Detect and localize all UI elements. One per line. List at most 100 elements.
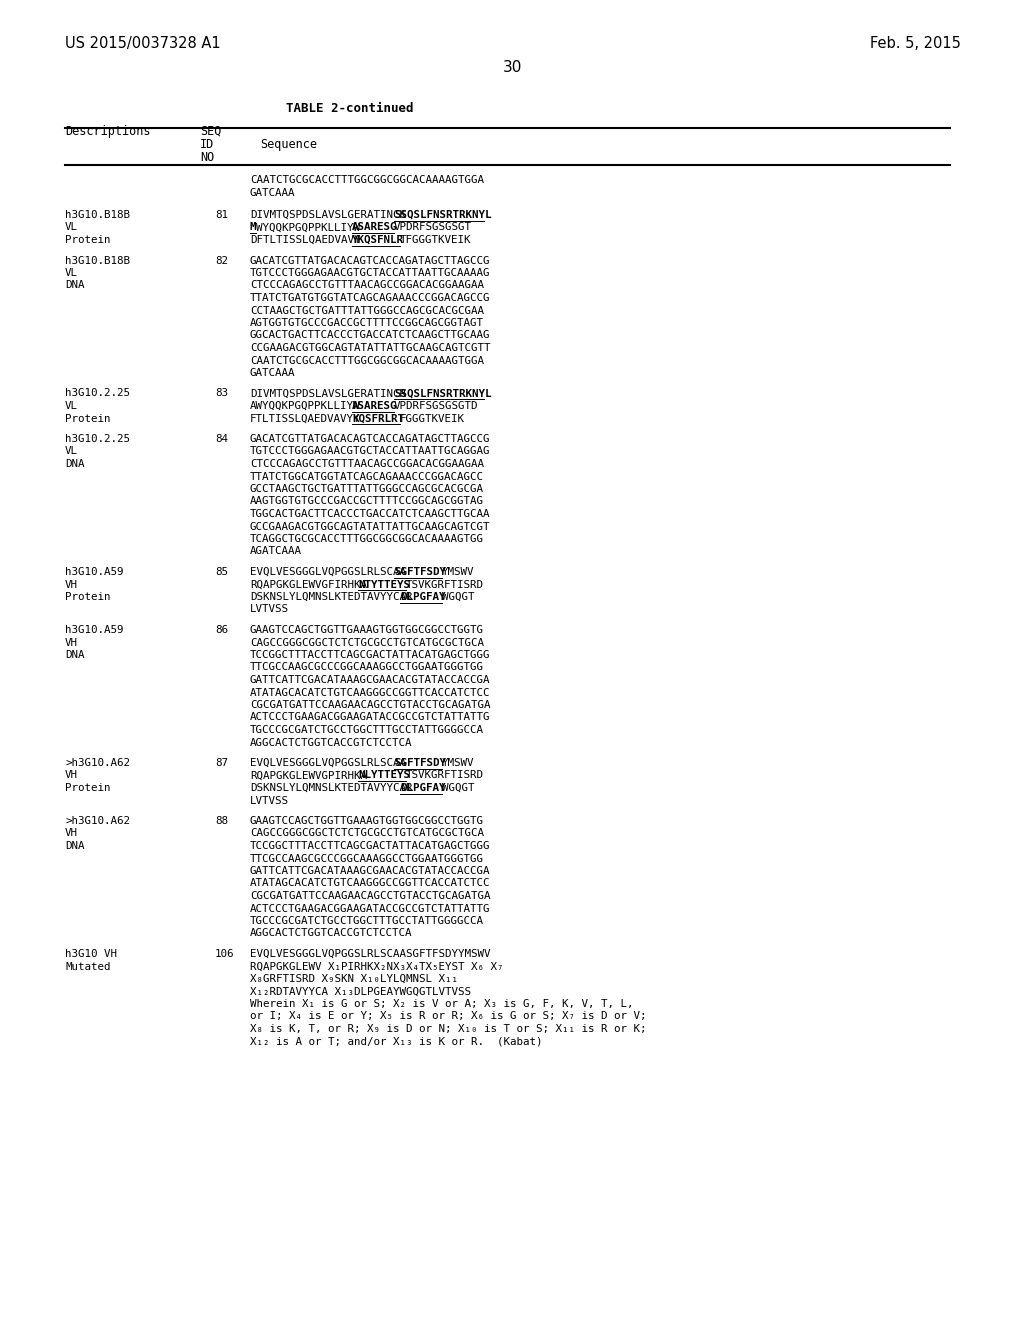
Text: VL: VL xyxy=(65,446,78,457)
Text: SSQSLFNSRTRKNYL: SSQSLFNSRTRKNYL xyxy=(394,210,492,220)
Text: SSQSLFNSRTRKNYL: SSQSLFNSRTRKNYL xyxy=(394,388,492,399)
Text: RQAPGKGLEWV X₁PIRHKX₂NX₃X₄TX₅EYST X₆ X₇: RQAPGKGLEWV X₁PIRHKX₂NX₃X₄TX₅EYST X₆ X₇ xyxy=(250,961,504,972)
Text: TTCGCCAAGCGCCCGGCAAAGGCCTGGAATGGGTGG: TTCGCCAAGCGCCCGGCAAAGGCCTGGAATGGGTGG xyxy=(250,854,484,863)
Text: M: M xyxy=(250,223,256,232)
Text: VL: VL xyxy=(65,401,78,411)
Text: 30: 30 xyxy=(503,59,521,75)
Text: EVQLVESGGGLVQPGGSLRLSCAA: EVQLVESGGGLVQPGGSLRLSCAA xyxy=(250,568,406,577)
Text: 85: 85 xyxy=(215,568,228,577)
Text: YKQSFNLR: YKQSFNLR xyxy=(352,235,404,246)
Text: AGGCACTCTGGTCACCGTCTCCTCA: AGGCACTCTGGTCACCGTCTCCTCA xyxy=(250,738,413,747)
Text: TFGGGTKVEIK: TFGGGTKVEIK xyxy=(400,235,471,246)
Text: CAGCCGGGCGGCTCTCTGCGCCTGTCATGCGCTGCA: CAGCCGGGCGGCTCTCTGCGCCTGTCATGCGCTGCA xyxy=(250,638,484,648)
Text: GATCAAA: GATCAAA xyxy=(250,368,296,378)
Text: Feb. 5, 2015: Feb. 5, 2015 xyxy=(870,36,961,51)
Text: DIVMTQSPDSLAVSLGERATINCR: DIVMTQSPDSLAVSLGERATINCR xyxy=(250,388,406,399)
Text: TGTCCCTGGGAGAACGTGCTACCATTAATTGCAGGAG: TGTCCCTGGGAGAACGTGCTACCATTAATTGCAGGAG xyxy=(250,446,490,457)
Text: 84: 84 xyxy=(215,434,228,444)
Text: VH: VH xyxy=(65,771,78,780)
Text: WGQGT: WGQGT xyxy=(442,783,474,793)
Text: 82: 82 xyxy=(215,256,228,265)
Text: CCTAAGCTGCTGATTTATTGGGCCAGCGCACGCGAA: CCTAAGCTGCTGATTTATTGGGCCAGCGCACGCGAA xyxy=(250,305,484,315)
Text: CAATCTGCGCACCTTTGGCGGCGGCACAAAAGTGGA: CAATCTGCGCACCTTTGGCGGCGGCACAAAAGTGGA xyxy=(250,176,484,185)
Text: Protein: Protein xyxy=(65,235,111,246)
Text: Descriptions: Descriptions xyxy=(65,125,151,139)
Text: GATTCATTCGACATAAAGCGAACACGTATACCACCGA: GATTCATTCGACATAAAGCGAACACGTATACCACCGA xyxy=(250,675,490,685)
Text: 83: 83 xyxy=(215,388,228,399)
Text: LVTVSS: LVTVSS xyxy=(250,796,289,805)
Text: GATTCATTCGACATAAAGCGAACACGTATACCACCGA: GATTCATTCGACATAAAGCGAACACGTATACCACCGA xyxy=(250,866,490,876)
Text: 86: 86 xyxy=(215,624,228,635)
Text: 88: 88 xyxy=(215,816,228,826)
Text: h3G10 VH: h3G10 VH xyxy=(65,949,117,960)
Text: 106: 106 xyxy=(215,949,234,960)
Text: FTLTISSLQAEDVAVYY: FTLTISSLQAEDVAVYY xyxy=(250,413,360,424)
Text: VL: VL xyxy=(65,223,78,232)
Text: VH: VH xyxy=(65,829,78,838)
Text: VPDRFSGSGSGT: VPDRFSGSGSGT xyxy=(394,223,472,232)
Text: X₈ is K, T, or R; X₉ is D or N; X₁₀ is T or S; X₁₁ is R or K;: X₈ is K, T, or R; X₉ is D or N; X₁₀ is T… xyxy=(250,1024,646,1034)
Text: GCCTAAGCTGCTGATTTATTGGGCCAGCGCACGCGA: GCCTAAGCTGCTGATTTATTGGGCCAGCGCACGCGA xyxy=(250,484,484,494)
Text: TGTCCCTGGGAGAACGTGCTACCATTAATTGCAAAAG: TGTCCCTGGGAGAACGTGCTACCATTAATTGCAAAAG xyxy=(250,268,490,279)
Text: KQSFRLRT: KQSFRLRT xyxy=(352,413,404,424)
Text: EVQLVESGGGLVQPGGSLRLSCAASGFTFSDYYMSWV: EVQLVESGGGLVQPGGSLRLSCAASGFTFSDYYMSWV xyxy=(250,949,490,960)
Text: DIVMTQSPDSLAVSLGERATINCK: DIVMTQSPDSLAVSLGERATINCK xyxy=(250,210,406,220)
Text: ASARESG: ASARESG xyxy=(352,223,397,232)
Text: CAGCCGGGCGGCTCTCTGCGCCTGTCATGCGCTGCA: CAGCCGGGCGGCTCTCTGCGCCTGTCATGCGCTGCA xyxy=(250,829,484,838)
Text: DFTLTISSLQAEDVAVY: DFTLTISSLQAEDVAVY xyxy=(250,235,360,246)
Text: Wherein X₁ is G or S; X₂ is V or A; X₃ is G, F, K, V, T, L,: Wherein X₁ is G or S; X₂ is V or A; X₃ i… xyxy=(250,999,634,1008)
Text: NLYTTEYS: NLYTTEYS xyxy=(358,771,410,780)
Text: ASARESG: ASARESG xyxy=(352,401,397,411)
Text: RQAPGKGLEWVGPIRHKA: RQAPGKGLEWVGPIRHKA xyxy=(250,771,367,780)
Text: GAAGTCCAGCTGGTTGAAAGTGGTGGCGGCCTGGTG: GAAGTCCAGCTGGTTGAAAGTGGTGGCGGCCTGGTG xyxy=(250,816,484,826)
Text: ATATAGCACATCTGTCAAGGGCCGGTTCACCATCTCC: ATATAGCACATCTGTCAAGGGCCGGTTCACCATCTCC xyxy=(250,688,490,697)
Text: h3G10.A59: h3G10.A59 xyxy=(65,624,124,635)
Text: TSVKGRFTISRD: TSVKGRFTISRD xyxy=(406,579,484,590)
Text: TGCCCGCGATCTGCCTGGCTTTGCCTATTGGGGCCA: TGCCCGCGATCTGCCTGGCTTTGCCTATTGGGGCCA xyxy=(250,916,484,927)
Text: X₁₂RDTAVYYCA X₁₃DLPGEAYWGQGTLVTVSS: X₁₂RDTAVYYCA X₁₃DLPGEAYWGQGTLVTVSS xyxy=(250,986,471,997)
Text: VH: VH xyxy=(65,579,78,590)
Text: VPDRFSGSGSGTD: VPDRFSGSGSGTD xyxy=(394,401,478,411)
Text: YMSWV: YMSWV xyxy=(442,758,474,768)
Text: ID: ID xyxy=(200,139,214,150)
Text: ACTCCCTGAAGACGGAAGATACCGCCGTCTATTATTG: ACTCCCTGAAGACGGAAGATACCGCCGTCTATTATTG xyxy=(250,903,490,913)
Text: GACATCGTTATGACACAGTCACCAGATAGCTTAGCCG: GACATCGTTATGACACAGTCACCAGATAGCTTAGCCG xyxy=(250,256,490,265)
Text: AWYQQKPGQPPKLLIYW: AWYQQKPGQPPKLLIYW xyxy=(250,401,360,411)
Text: ATATAGCACATCTGTCAAGGGCCGGTTCACCATCTCC: ATATAGCACATCTGTCAAGGGCCGGTTCACCATCTCC xyxy=(250,879,490,888)
Text: TABLE 2-continued: TABLE 2-continued xyxy=(287,102,414,115)
Text: Protein: Protein xyxy=(65,413,111,424)
Text: DSKNSLYLQMNSLKTEDTAVYYCAR: DSKNSLYLQMNSLKTEDTAVYYCAR xyxy=(250,591,413,602)
Text: h3G10.2.25: h3G10.2.25 xyxy=(65,388,130,399)
Text: AAGTGGTGTGCCCGACCGCTTTTCCGGCAGCGGTAG: AAGTGGTGTGCCCGACCGCTTTTCCGGCAGCGGTAG xyxy=(250,496,484,507)
Text: CGCGATGATTCCAAGAACAGCCTGTACCTGCAGATGA: CGCGATGATTCCAAGAACAGCCTGTACCTGCAGATGA xyxy=(250,700,490,710)
Text: TGGCACTGACTTCACCCTGACCATCTCAAGCTTGCAA: TGGCACTGACTTCACCCTGACCATCTCAAGCTTGCAA xyxy=(250,510,490,519)
Text: X₈GRFTISRD X₉SKN X₁₀LYLQMNSL X₁₁: X₈GRFTISRD X₉SKN X₁₀LYLQMNSL X₁₁ xyxy=(250,974,458,983)
Text: CAATCTGCGCACCTTTGGCGGCGGCACAAAAGTGGA: CAATCTGCGCACCTTTGGCGGCGGCACAAAAGTGGA xyxy=(250,355,484,366)
Text: TCAGGCTGCGCACCTTTGGCGGCGGCACAAAAGTGG: TCAGGCTGCGCACCTTTGGCGGCGGCACAAAAGTGG xyxy=(250,535,484,544)
Text: h3G10.A59: h3G10.A59 xyxy=(65,568,124,577)
Text: CCGAAGACGTGGCAGTATATTATTGCAAGCAGTCGTT: CCGAAGACGTGGCAGTATATTATTGCAAGCAGTCGTT xyxy=(250,343,490,352)
Text: DLPGFAY: DLPGFAY xyxy=(400,783,445,793)
Text: NTYTTEYS: NTYTTEYS xyxy=(358,579,410,590)
Text: GGCACTGACTTCACCCTGACCATCTCAAGCTTGCAAG: GGCACTGACTTCACCCTGACCATCTCAAGCTTGCAAG xyxy=(250,330,490,341)
Text: DNA: DNA xyxy=(65,649,85,660)
Text: DSKNSLYLQMNSLKTEDTAVYYCAR: DSKNSLYLQMNSLKTEDTAVYYCAR xyxy=(250,783,413,793)
Text: US 2015/0037328 A1: US 2015/0037328 A1 xyxy=(65,36,220,51)
Text: YMSWV: YMSWV xyxy=(442,568,474,577)
Text: 81: 81 xyxy=(215,210,228,220)
Text: Protein: Protein xyxy=(65,591,111,602)
Text: Mutated: Mutated xyxy=(65,961,111,972)
Text: AGTGGTGTGCCCGACCGCTTTTCCGGCAGCGGTAGT: AGTGGTGTGCCCGACCGCTTTTCCGGCAGCGGTAGT xyxy=(250,318,484,327)
Text: GAAGTCCAGCTGGTTGAAAGTGGTGGCGGCCTGGTG: GAAGTCCAGCTGGTTGAAAGTGGTGGCGGCCTGGTG xyxy=(250,624,484,635)
Text: ACTCCCTGAAGACGGAAGATACCGCCGTCTATTATTG: ACTCCCTGAAGACGGAAGATACCGCCGTCTATTATTG xyxy=(250,713,490,722)
Text: TTCGCCAAGCGCCCGGCAAAGGCCTGGAATGGGTGG: TTCGCCAAGCGCCCGGCAAAGGCCTGGAATGGGTGG xyxy=(250,663,484,672)
Text: CTCCCAGAGCCTGTTTAACAGCCGGACACGGAAGAA: CTCCCAGAGCCTGTTTAACAGCCGGACACGGAAGAA xyxy=(250,459,484,469)
Text: h3G10.B18B: h3G10.B18B xyxy=(65,256,130,265)
Text: NO: NO xyxy=(200,150,214,164)
Text: LVTVSS: LVTVSS xyxy=(250,605,289,615)
Text: CGCGATGATTCCAAGAACAGCCTGTACCTGCAGATGA: CGCGATGATTCCAAGAACAGCCTGTACCTGCAGATGA xyxy=(250,891,490,902)
Text: WYQQKPGQPPKLLIYW: WYQQKPGQPPKLLIYW xyxy=(256,223,360,232)
Text: X₁₂ is A or T; and/or X₁₃ is K or R.  (Kabat): X₁₂ is A or T; and/or X₁₃ is K or R. (Ka… xyxy=(250,1036,543,1047)
Text: SGFTFSDY: SGFTFSDY xyxy=(394,758,446,768)
Text: GCCGAAGACGTGGCAGTATATTATTGCAAGCAGTCGT: GCCGAAGACGTGGCAGTATATTATTGCAAGCAGTCGT xyxy=(250,521,490,532)
